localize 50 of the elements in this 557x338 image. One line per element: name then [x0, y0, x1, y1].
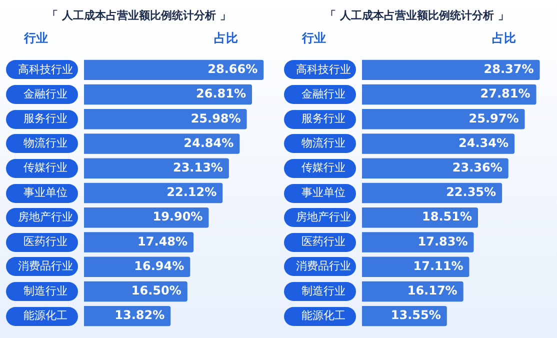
data-label: 13.82%: [114, 308, 165, 322]
x-axis-title: 占比: [214, 30, 238, 47]
data-label: 25.97%: [468, 111, 519, 126]
y-tick-label: 制造行业: [302, 284, 346, 298]
data-label: 23.36%: [452, 160, 502, 175]
data-label: 23.13%: [172, 160, 223, 175]
data-label: 28.37%: [484, 62, 534, 76]
data-label: 26.81%: [196, 86, 246, 101]
y-tick-label: 高科技行业: [18, 62, 73, 76]
data-label: 17.83%: [418, 234, 468, 248]
data-label: 22.35%: [446, 185, 496, 200]
y-tick-label: 金融行业: [24, 87, 68, 100]
x-axis-title: 占比: [492, 30, 516, 47]
y-tick-label: 高科技行业: [296, 62, 351, 76]
y-tick-label: 能源化工: [302, 308, 346, 322]
y-tick-label: 能源化工: [24, 308, 68, 322]
data-label: 17.48%: [138, 234, 188, 248]
y-tick-label: 服务行业: [24, 112, 68, 126]
data-label: 22.12%: [166, 185, 217, 200]
data-label: 16.17%: [407, 284, 458, 298]
y-tick-label: 房地产行业: [18, 210, 73, 224]
y-tick-label: 物流行业: [302, 136, 346, 150]
y-tick-label: 医药行业: [302, 235, 346, 248]
y-tick-label: 医药行业: [24, 235, 68, 248]
y-tick-label: 事业单位: [302, 186, 346, 199]
data-label: 24.84%: [184, 136, 234, 150]
y-tick-label: 金融行业: [302, 87, 346, 100]
y-axis-title: 行业: [24, 30, 48, 47]
y-tick-label: 消费品行业: [18, 260, 73, 273]
data-label: 28.66%: [208, 62, 258, 76]
data-label: 18.51%: [422, 210, 472, 224]
data-label: 19.90%: [152, 210, 203, 224]
y-tick-label: 服务行业: [302, 112, 346, 126]
y-tick-label: 传媒行业: [302, 161, 346, 174]
y-tick-label: 房地产行业: [296, 210, 351, 224]
data-label: 13.55%: [390, 308, 441, 322]
data-label: 16.50%: [131, 284, 182, 298]
chart-title: 「 人工成本占营业额比例统计分析 」: [324, 8, 510, 24]
y-tick-label: 制造行业: [24, 284, 68, 298]
y-tick-label: 传媒行业: [24, 161, 68, 174]
data-label: 16.94%: [134, 258, 184, 273]
y-tick-label: 物流行业: [24, 136, 68, 150]
y-tick-label: 事业单位: [24, 186, 68, 199]
chart-title: 「 人工成本占营业额比例统计分析 」: [46, 8, 232, 24]
data-label: 27.81%: [480, 86, 530, 101]
y-axis-title: 行业: [302, 30, 326, 47]
data-label: 25.98%: [190, 111, 241, 126]
y-tick-label: 消费品行业: [296, 260, 351, 273]
data-label: 24.34%: [458, 136, 509, 150]
data-label: 17.11%: [413, 258, 464, 273]
